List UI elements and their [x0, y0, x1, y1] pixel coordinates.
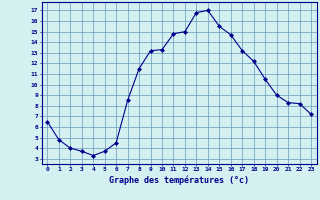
X-axis label: Graphe des températures (°c): Graphe des températures (°c): [109, 175, 249, 185]
